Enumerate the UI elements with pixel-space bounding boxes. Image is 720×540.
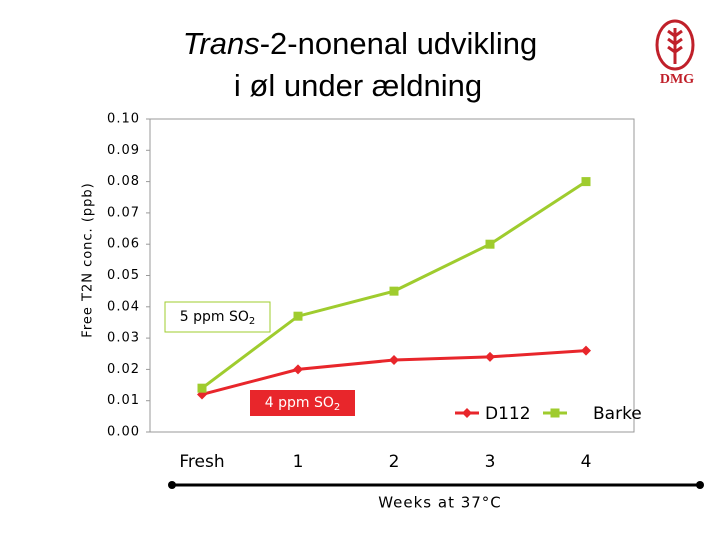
point <box>581 177 591 187</box>
legend-label: Barke <box>593 404 642 424</box>
y-tick-label: 0.05 <box>107 268 140 283</box>
annotation: 5 ppm SO2 <box>180 309 256 327</box>
plot-area <box>149 118 635 433</box>
point <box>581 345 591 356</box>
logo-text: DMG <box>660 72 694 87</box>
annotation-box <box>250 390 355 416</box>
y-axis-label: Free T2N conc. (ppb) <box>81 182 96 337</box>
arrow-end <box>696 481 704 489</box>
annotation-sub: 2 <box>249 316 255 327</box>
y-tick-label: 0.03 <box>107 331 140 346</box>
point <box>293 311 303 321</box>
logo-wheat <box>667 28 683 64</box>
annotation-sub: 2 <box>334 402 340 413</box>
point <box>485 351 495 362</box>
y-tick-label: 0.10 <box>107 112 140 127</box>
arrow-end <box>168 481 176 489</box>
x-tick-label: 4 <box>581 452 592 472</box>
point <box>197 383 207 393</box>
point <box>485 239 495 249</box>
x-tick-label: 1 <box>293 452 304 472</box>
x-axis-label: Weeks at 37°C <box>378 494 502 512</box>
y-tick-label: 0.01 <box>107 393 140 408</box>
annotation-text: 5 ppm SO <box>180 309 249 325</box>
y-tick-label: 0.07 <box>107 205 140 220</box>
chart-title-line1: Trans-2-nonenal udvikling <box>183 26 537 61</box>
point <box>389 355 399 366</box>
legend-marker <box>462 408 472 418</box>
x-tick-label: Fresh <box>179 452 224 472</box>
legend-marker <box>550 408 560 418</box>
x-tick-label: 3 <box>485 452 496 472</box>
y-tick-label: 0.09 <box>107 143 140 158</box>
x-tick-label: 2 <box>389 452 400 472</box>
logo-ring <box>655 19 695 71</box>
y-tick-label: 0.00 <box>107 425 140 440</box>
y-tick-label: 0.08 <box>107 174 140 189</box>
annotation-text: 4 ppm SO <box>265 395 334 411</box>
title-rest: -2-nonenal udvikling <box>260 26 537 61</box>
y-tick-label: 0.04 <box>107 299 140 314</box>
title-italic: Trans <box>183 26 260 61</box>
point <box>389 286 399 296</box>
y-tick-label: 0.02 <box>107 362 140 377</box>
annotation-box <box>164 301 271 333</box>
chart-title-line2: i øl under ældning <box>234 68 482 103</box>
point <box>293 364 303 375</box>
annotation: 4 ppm SO2 <box>265 395 341 413</box>
logo: DMG <box>655 19 695 87</box>
legend-label: D112 <box>485 404 531 424</box>
y-tick-label: 0.06 <box>107 237 140 252</box>
